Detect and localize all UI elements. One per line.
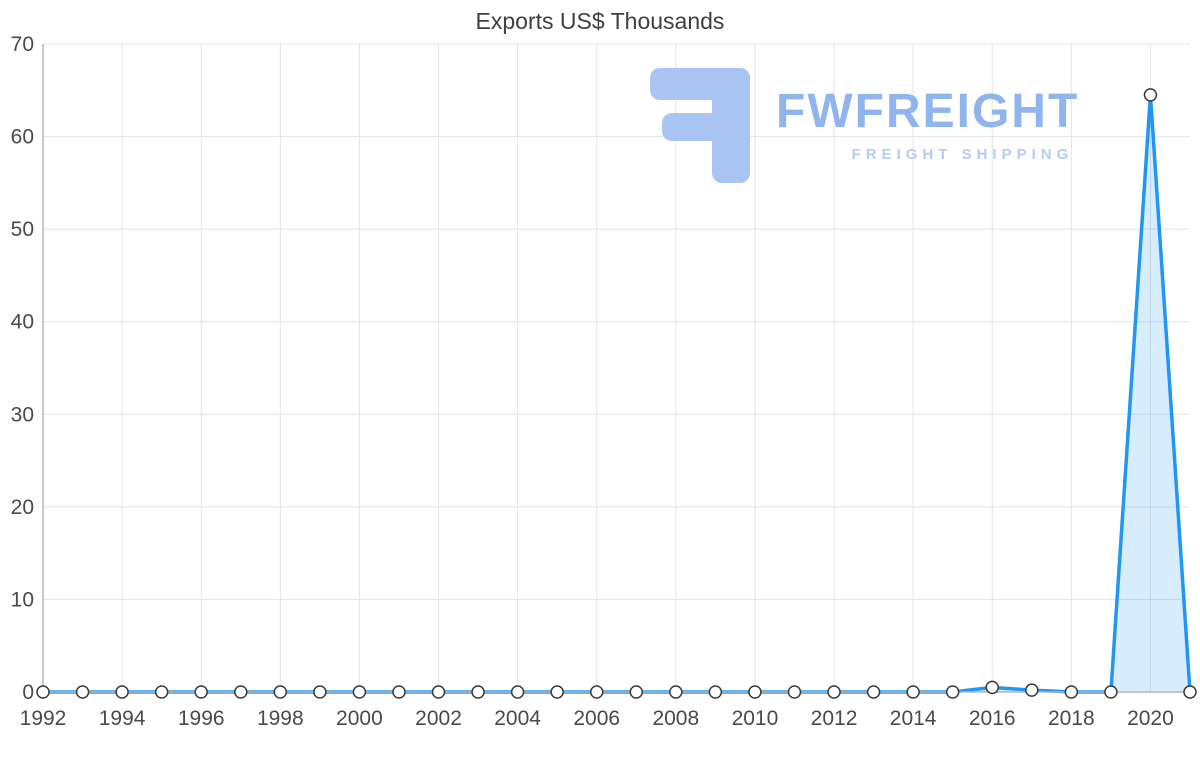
x-tick-label: 2002 (415, 707, 462, 730)
x-tick-label: 1992 (20, 707, 67, 730)
y-tick-label: 70 (11, 33, 34, 56)
x-tick-label: 2004 (494, 707, 541, 730)
data-point-marker[interactable] (827, 685, 841, 699)
data-point-marker[interactable] (589, 685, 604, 699)
data-point-marker[interactable] (866, 685, 881, 699)
data-point-marker[interactable] (1064, 685, 1079, 699)
y-tick-label: 50 (11, 218, 34, 241)
data-point-marker[interactable] (313, 685, 327, 699)
data-point-marker[interactable] (906, 685, 920, 699)
data-point-marker[interactable] (431, 685, 446, 699)
data-point-marker[interactable] (985, 680, 999, 695)
x-tick-label: 1994 (99, 707, 146, 730)
x-tick-label: 2008 (652, 707, 699, 730)
series-area (43, 94, 1190, 692)
data-point-marker[interactable] (669, 685, 683, 699)
x-tick-label: 2010 (732, 707, 779, 730)
data-point-marker[interactable] (234, 685, 248, 699)
data-point-marker[interactable] (1025, 683, 1039, 697)
data-point-marker[interactable] (787, 685, 802, 699)
x-tick-label: 1996 (178, 707, 225, 730)
data-point-marker[interactable] (1183, 685, 1197, 699)
data-point-marker[interactable] (115, 685, 129, 699)
series-line (43, 93, 1192, 694)
data-point-marker[interactable] (1143, 88, 1158, 102)
data-point-marker[interactable] (945, 685, 960, 699)
data-point-marker[interactable] (510, 685, 525, 699)
data-point-marker[interactable] (75, 685, 90, 699)
data-point-marker[interactable] (748, 685, 762, 699)
x-tick-label: 2006 (573, 707, 620, 730)
data-point-marker[interactable] (550, 685, 564, 699)
data-point-marker[interactable] (392, 685, 406, 699)
data-point-marker[interactable] (629, 685, 644, 699)
y-tick-label: 0 (22, 681, 34, 704)
x-tick-label: 2012 (811, 707, 858, 730)
chart-title: Exports US$ Thousands (475, 8, 725, 34)
y-tick-label: 30 (11, 403, 34, 426)
x-tick-label: 2000 (336, 707, 383, 730)
data-point-marker[interactable] (708, 685, 723, 699)
data-point-marker[interactable] (154, 685, 169, 699)
y-tick-label: 20 (11, 496, 34, 519)
x-tick-label: 2016 (969, 707, 1016, 730)
y-tick-label: 60 (11, 126, 34, 149)
y-tick-label: 40 (11, 311, 34, 334)
data-point-marker[interactable] (273, 685, 288, 699)
x-tick-label: 2014 (890, 707, 937, 730)
x-tick-label: 2018 (1048, 707, 1095, 730)
data-point-marker[interactable] (352, 685, 367, 699)
x-tick-label: 2020 (1127, 707, 1174, 730)
data-point-marker[interactable] (471, 685, 485, 699)
data-point-marker[interactable] (194, 685, 208, 699)
data-point-marker[interactable] (36, 685, 50, 699)
x-tick-label: 1998 (257, 707, 304, 730)
data-point-marker[interactable] (1104, 685, 1118, 699)
y-tick-label: 10 (11, 588, 34, 611)
